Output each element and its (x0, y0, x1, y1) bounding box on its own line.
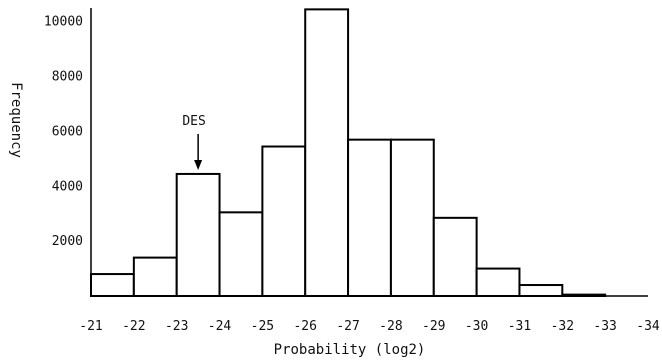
x-tick-label: -21 (79, 319, 102, 334)
x-tick-label: -31 (508, 319, 531, 334)
x-axis-title: Probability (log2) (274, 342, 426, 358)
x-tick-label: -32 (551, 319, 574, 334)
x-tick-label: -24 (208, 319, 232, 334)
histogram-bar (261, 145, 307, 297)
x-tick-label: -33 (593, 319, 616, 334)
x-tick-label: -28 (379, 319, 402, 334)
histogram-bar (218, 211, 264, 297)
histogram-bar (175, 172, 221, 297)
histogram-bar (475, 267, 521, 298)
y-tick-label: 8000 (52, 70, 83, 85)
x-tick-label: -34 (636, 319, 660, 334)
bars-group (90, 8, 607, 298)
y-tick-label: 4000 (52, 179, 83, 194)
x-tick-label: -30 (465, 319, 488, 334)
annotations-group: DES (182, 114, 206, 170)
x-tick-label: -22 (122, 319, 145, 334)
y-tick-labels: 2000 4000 6000 8000 10000 (44, 15, 83, 249)
histogram-bar (90, 273, 135, 297)
y-axis-title: Frequency (8, 82, 24, 158)
histogram-bar (389, 138, 435, 297)
x-tick-label: -29 (422, 319, 445, 334)
histogram-bar (347, 138, 392, 297)
x-tick-labels: -21 -22 -23 -24 -25 -26 -27 -28 -29 -30 -31 -32 -33 -… (79, 319, 660, 334)
x-tick-label: -25 (251, 319, 274, 334)
histogram-bar (304, 8, 350, 297)
histogram-bar (132, 256, 178, 298)
y-tick-label: 2000 (52, 234, 83, 249)
x-tick-label: -23 (165, 319, 188, 334)
x-tick-label: -27 (336, 319, 359, 334)
annotation-arrow-head-icon (194, 159, 203, 170)
y-tick-label: 6000 (52, 124, 83, 139)
annotation-label: DES (182, 114, 205, 129)
histogram-bar (432, 216, 478, 297)
x-tick-label: -26 (293, 319, 316, 334)
y-tick-label: 10000 (44, 15, 83, 30)
histogram-bar (518, 284, 564, 297)
